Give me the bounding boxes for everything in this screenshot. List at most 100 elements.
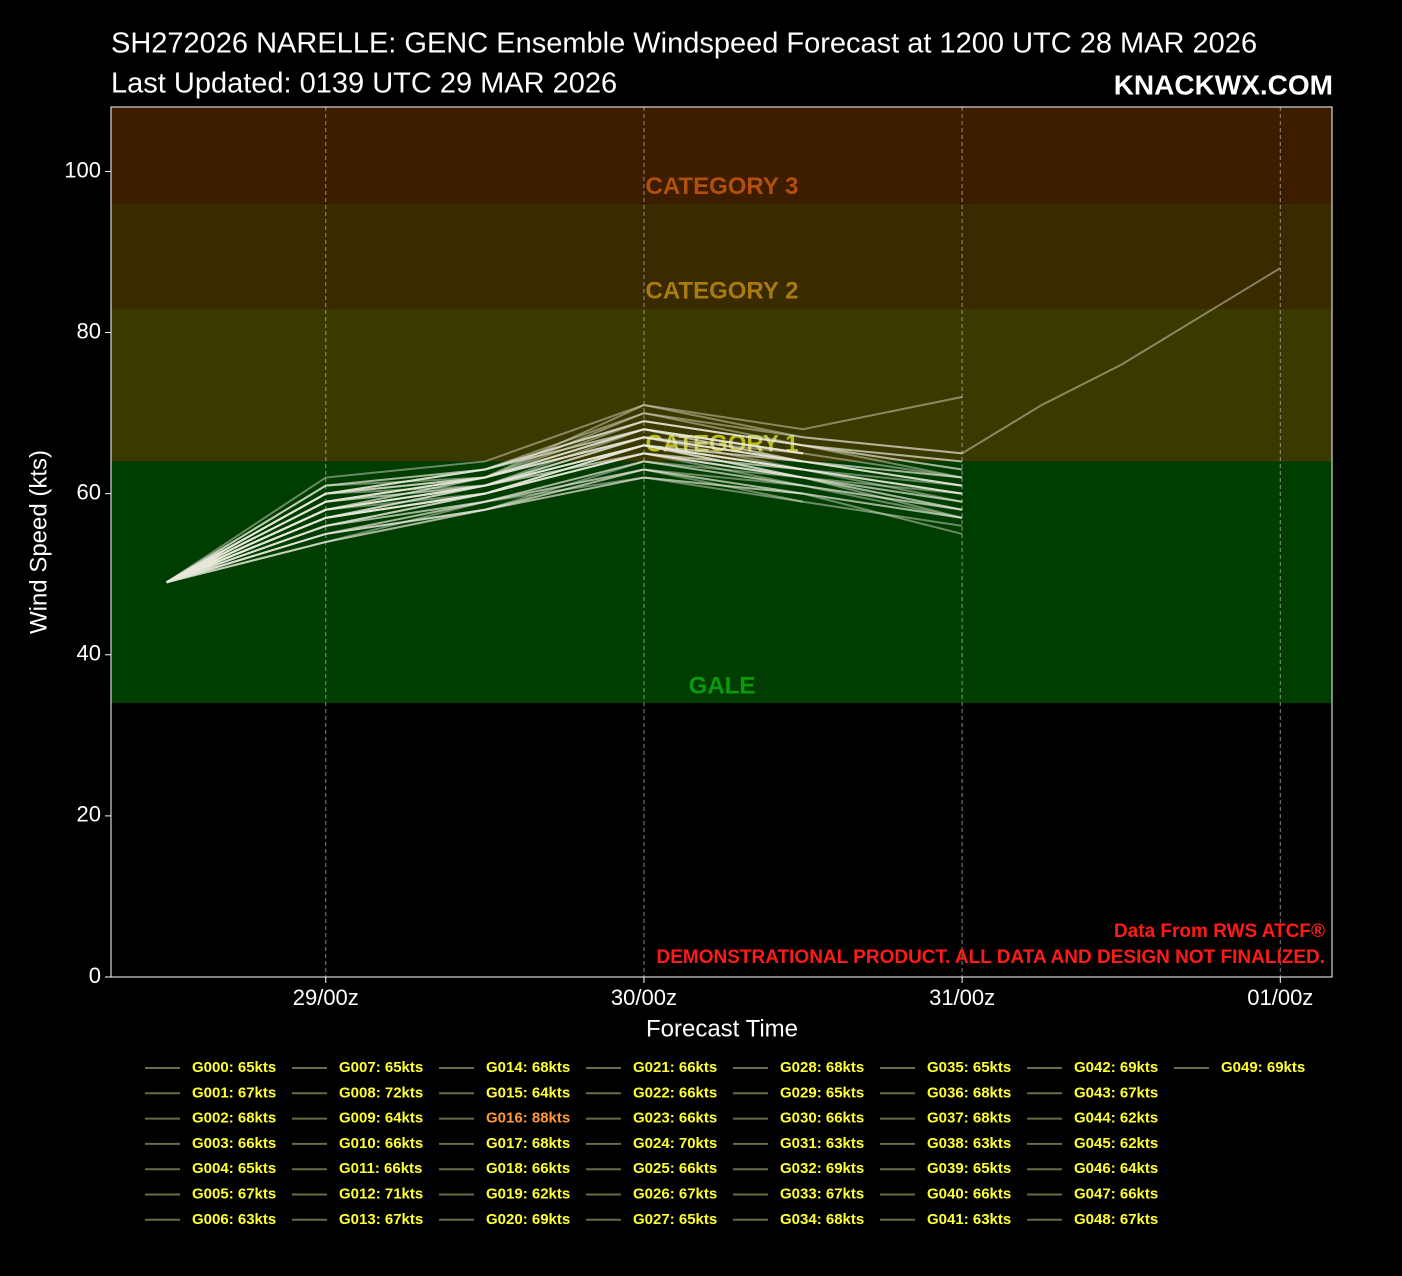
series-line [166,476,963,584]
series-line [166,428,963,584]
legend-label: G010: 66kts [339,1135,423,1152]
series-line [166,428,804,584]
legend-label: G028: 68kts [780,1059,864,1076]
legend-label: G006: 63kts [192,1211,276,1228]
x-tick-label: 29/00z [293,985,359,1010]
series-line [166,420,963,584]
legend-label: G026: 67kts [633,1185,717,1202]
legend-label: G008: 72kts [339,1084,423,1101]
series-line [166,444,804,584]
chart-title: SH272026 NARELLE: GENC Ensemble Windspee… [111,28,1257,60]
legend-label: G016: 88kts [486,1110,570,1127]
series-line [166,428,963,584]
legend-label: G039: 65kts [927,1160,1011,1177]
legend-label: G033: 67kts [780,1185,864,1202]
series-line [166,404,963,584]
plot-frame [110,106,1333,978]
band [111,107,1332,204]
series-line [166,412,963,584]
y-axis-label: Wind Speed (kts) [25,450,52,634]
legend-label: G031: 63kts [780,1135,864,1152]
y-tick-label: 40 [77,641,101,666]
chart-subtitle: Last Updated: 0139 UTC 29 MAR 2026 [111,68,617,100]
series-line [166,452,963,584]
band-label: CATEGORY 3 [646,173,799,200]
legend-label: G046: 64kts [1074,1160,1158,1177]
band [111,461,1332,704]
series-line [166,452,963,584]
legend-label: G032: 69kts [780,1160,864,1177]
legend-label: G029: 65kts [780,1084,864,1101]
x-tick-label: 30/00z [611,985,677,1010]
legend-label: G024: 70kts [633,1135,717,1152]
y-tick-label: 80 [77,318,101,343]
series-line [166,436,963,584]
series-line [166,436,804,584]
legend-label: G037: 68kts [927,1110,1011,1127]
legend-label: G036: 68kts [927,1084,1011,1101]
y-tick-label: 60 [77,479,101,504]
legend-label: G018: 66kts [486,1160,570,1177]
series-line [166,428,804,584]
series-line [166,444,804,584]
legend-label: G013: 67kts [339,1211,423,1228]
series-line [166,460,963,584]
legend-label: G017: 68kts [486,1135,570,1152]
legend-label: G022: 66kts [633,1084,717,1101]
series-line [166,436,804,584]
series-line [166,476,963,584]
band [111,308,1332,462]
series-line [166,476,804,584]
annotation: Data From RWS ATCF® [1114,921,1325,942]
legend-label: G002: 68kts [192,1110,276,1127]
series-line [166,468,963,584]
legend-label: G005: 67kts [192,1185,276,1202]
series-line [166,444,963,584]
series-line [166,468,963,584]
plot-area: GALE CATEGORY 1 CATEGORY 2 CATEGORY 3 [111,107,1332,977]
series-line [166,468,804,584]
series-line [166,444,804,584]
legend-label: G049: 69kts [1221,1059,1305,1076]
legend-label: G030: 66kts [780,1110,864,1127]
series-line [166,444,963,584]
legend-label: G038: 63kts [927,1135,1011,1152]
series-line [166,452,804,584]
legend-label: G041: 63kts [927,1211,1011,1228]
series-line [166,444,963,584]
legend-label: G003: 66kts [192,1135,276,1152]
x-tick-label: 01/00z [1247,985,1313,1010]
legend-label: G035: 65kts [927,1059,1011,1076]
legend-label: G007: 65kts [339,1059,423,1076]
series-line [166,444,804,584]
y-tick-label: 0 [89,963,101,988]
legend-label: G019: 62kts [486,1185,570,1202]
legend-label: G015: 64kts [486,1084,570,1101]
series-line [166,452,963,584]
legend-label: G020: 69kts [486,1211,570,1228]
band-label: GALE [689,672,756,699]
legend-label: G011: 66kts [339,1160,422,1177]
legend-label: G012: 71kts [339,1185,423,1202]
series-line [166,420,963,584]
series-line [166,452,963,584]
legend-label: G045: 62kts [1074,1135,1158,1152]
legend-label: G023: 66kts [633,1110,717,1127]
band [111,203,1332,309]
legend-label: G044: 62kts [1074,1110,1158,1127]
y-tick-label: 20 [77,802,101,827]
brand: KNACKWX.COM [1114,69,1333,100]
series-line [166,420,963,584]
band-label: CATEGORY 1 [646,431,799,458]
series-line [166,436,804,584]
legend-label: G014: 68kts [486,1059,570,1076]
legend-label: G047: 66kts [1074,1185,1158,1202]
legend-label: G001: 67kts [192,1084,276,1101]
legend-label: G004: 65kts [192,1160,276,1177]
x-tick-label: 31/00z [929,985,995,1010]
series-line [166,436,963,584]
x-axis-label: Forecast Time [646,1015,798,1042]
legend-label: G034: 68kts [780,1211,864,1228]
series-line [166,452,963,584]
